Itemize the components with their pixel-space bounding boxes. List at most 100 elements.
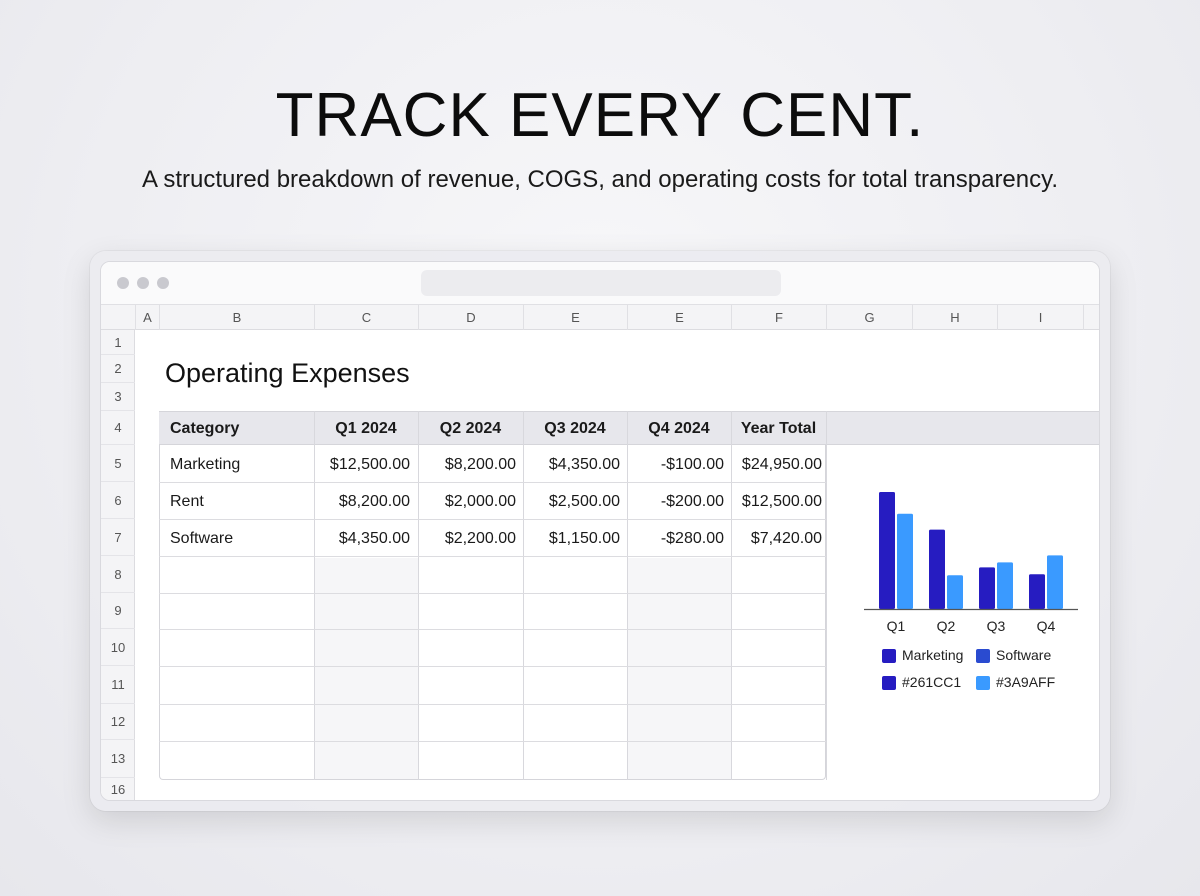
cell-q4[interactable]: -$280.00 bbox=[660, 530, 724, 547]
legend-swatch bbox=[976, 649, 990, 663]
table-grid bbox=[159, 445, 826, 780]
legend-label: Software bbox=[996, 647, 1052, 663]
column-header-h[interactable]: H bbox=[912, 305, 997, 330]
bar-software-q2[interactable] bbox=[947, 575, 963, 609]
row-header[interactable]: 5 bbox=[101, 445, 135, 482]
grid-line bbox=[159, 629, 826, 630]
x-tick-label: Q1 bbox=[886, 618, 906, 634]
column-header-e2[interactable]: E bbox=[627, 305, 731, 330]
bar-software-q4[interactable] bbox=[1047, 555, 1063, 609]
grid-line bbox=[159, 593, 826, 594]
empty-cells-shade bbox=[314, 558, 418, 779]
maximize-dot-icon[interactable] bbox=[157, 277, 169, 289]
column-header-e[interactable]: E bbox=[523, 305, 627, 330]
cell-year-total[interactable]: $7,420.00 bbox=[750, 530, 822, 547]
column-header-bar: A B C D E E F G H I bbox=[101, 304, 1099, 330]
cell-q2[interactable]: $8,200.00 bbox=[444, 456, 516, 473]
legend-swatch bbox=[976, 676, 990, 690]
cell-category[interactable]: Rent bbox=[170, 493, 204, 510]
cell-q2[interactable]: $2,000.00 bbox=[444, 493, 516, 510]
column-header-f[interactable]: F bbox=[731, 305, 826, 330]
x-tick-label: Q2 bbox=[936, 618, 956, 634]
hero-subtitle: A structured breakdown of revenue, COGS,… bbox=[141, 166, 1059, 193]
legend-swatch bbox=[882, 676, 896, 690]
row-header[interactable]: 12 bbox=[101, 704, 135, 740]
grid-line bbox=[627, 411, 628, 780]
column-header-i[interactable]: I bbox=[997, 305, 1083, 330]
header-q4[interactable]: Q4 2024 bbox=[648, 420, 710, 437]
grid-line bbox=[159, 556, 826, 557]
column-header-a[interactable]: A bbox=[135, 305, 159, 330]
bar-marketing-q2[interactable] bbox=[929, 529, 945, 609]
grid-line bbox=[159, 482, 826, 483]
bar-marketing-q3[interactable] bbox=[979, 567, 995, 609]
cell-year-total[interactable]: $24,950.00 bbox=[741, 456, 822, 473]
bar-marketing-q4[interactable] bbox=[1029, 574, 1045, 609]
cell-category[interactable]: Marketing bbox=[170, 456, 241, 473]
minimize-dot-icon[interactable] bbox=[137, 277, 149, 289]
bar-marketing-q1[interactable] bbox=[879, 491, 895, 609]
sheet-title: Operating Expenses bbox=[165, 358, 410, 388]
row-header[interactable]: 6 bbox=[101, 482, 135, 519]
cell-q1[interactable]: $12,500.00 bbox=[329, 456, 410, 473]
row-header[interactable]: 16 bbox=[110, 782, 126, 797]
row-header[interactable]: 9 bbox=[101, 593, 135, 629]
cell-q3[interactable]: $4,350.00 bbox=[548, 456, 620, 473]
cell-category[interactable]: Software bbox=[170, 530, 234, 547]
grid-line bbox=[418, 411, 419, 780]
row-header[interactable]: 4 bbox=[101, 411, 135, 445]
row-header-bar: 1 2 3 4 5 6 7 8 9 10 11 12 13 16 bbox=[101, 330, 135, 800]
spreadsheet-window: A B C D E E F G H I 1 2 3 4 5 6 7 8 9 10… bbox=[100, 261, 1100, 801]
cell-q1[interactable]: $4,350.00 bbox=[338, 530, 410, 547]
row-header[interactable]: 2 bbox=[101, 355, 135, 383]
header-q1[interactable]: Q1 2024 bbox=[335, 420, 397, 437]
column-header-d[interactable]: D bbox=[418, 305, 523, 330]
row-header[interactable]: 7 bbox=[101, 519, 135, 556]
close-dot-icon[interactable] bbox=[117, 277, 129, 289]
legend-label: Marketing bbox=[902, 647, 964, 663]
bar-software-q3[interactable] bbox=[997, 562, 1013, 609]
cell-q4[interactable]: -$100.00 bbox=[660, 456, 724, 473]
column-header-c[interactable]: C bbox=[314, 305, 418, 330]
legend-swatch bbox=[882, 649, 896, 663]
hero-title: TRACK EVERY CENT. bbox=[275, 81, 925, 150]
x-tick-label: Q3 bbox=[986, 618, 1006, 634]
legend-label: #261CC1 bbox=[902, 674, 962, 690]
cell-q2[interactable]: $2,200.00 bbox=[444, 530, 516, 547]
empty-cells-shade bbox=[627, 558, 731, 779]
grid-line bbox=[731, 411, 732, 780]
cell-q3[interactable]: $1,150.00 bbox=[548, 530, 620, 547]
cell-q1[interactable]: $8,200.00 bbox=[338, 493, 410, 510]
grid-line bbox=[314, 411, 315, 780]
bar-software-q1[interactable] bbox=[897, 513, 913, 609]
grid-line bbox=[159, 741, 826, 742]
column-header-g[interactable]: G bbox=[826, 305, 912, 330]
legend-label: #3A9AFF bbox=[996, 674, 1056, 690]
row-header[interactable]: 11 bbox=[101, 666, 135, 704]
column-header-b[interactable]: B bbox=[159, 305, 314, 330]
grid-line bbox=[159, 704, 826, 705]
header-year-total[interactable]: Year Total bbox=[740, 420, 817, 437]
title-bar bbox=[101, 262, 1099, 304]
address-bar[interactable] bbox=[421, 270, 781, 296]
header-category[interactable]: Category bbox=[170, 420, 240, 437]
row-header[interactable]: 8 bbox=[101, 556, 135, 593]
row-header[interactable]: 10 bbox=[101, 629, 135, 666]
row-header[interactable]: 13 bbox=[101, 740, 135, 778]
table-header-row bbox=[159, 411, 1099, 445]
row-header[interactable]: 3 bbox=[101, 383, 135, 411]
grid-line bbox=[826, 411, 827, 780]
grid-line bbox=[159, 666, 826, 667]
grid-line bbox=[523, 411, 524, 780]
column-header-blank bbox=[1083, 305, 1099, 330]
cell-year-total[interactable]: $12,500.00 bbox=[741, 493, 822, 510]
x-tick-label: Q4 bbox=[1036, 618, 1056, 634]
cell-q3[interactable]: $2,500.00 bbox=[548, 493, 620, 510]
header-q3[interactable]: Q3 2024 bbox=[544, 420, 606, 437]
bar-chart: Q1 Q2 Q3 Q4 Marketing Software #261CC1 #3A9AFF bbox=[856, 477, 1086, 697]
grid-line bbox=[159, 519, 826, 520]
header-q2[interactable]: Q2 2024 bbox=[439, 420, 502, 437]
cell-q4[interactable]: -$200.00 bbox=[660, 493, 724, 510]
row-header[interactable]: 1 bbox=[101, 330, 135, 355]
bar-chart-svg bbox=[864, 491, 1078, 611]
